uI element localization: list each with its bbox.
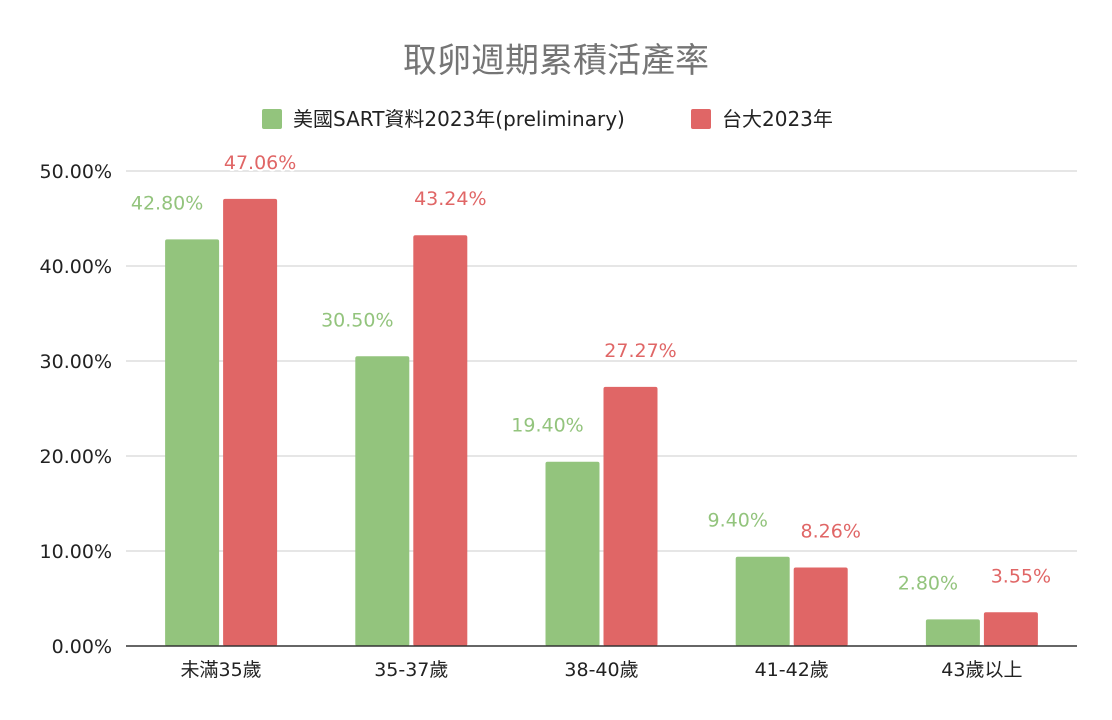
bar-sart [355, 356, 410, 646]
bars [165, 198, 1038, 646]
y-axis: 0.00% 10.00% 20.00% 30.00% 40.00% 50.00% [40, 161, 112, 658]
bar-ntuh [603, 386, 658, 646]
bar-sart [165, 239, 220, 646]
legend-swatch-sart [262, 109, 282, 129]
x-tick-label: 38-40歲 [564, 659, 638, 681]
y-tick-label: 40.00% [40, 256, 112, 278]
data-label-sart: 2.80% [898, 572, 958, 594]
legend-swatch-ntuh [691, 109, 711, 129]
x-axis: 未滿35歲 35-37歲 38-40歲 41-42歲 43歲以上 [126, 645, 1077, 681]
bar-ntuh [223, 198, 278, 646]
data-label-ntuh: 47.06% [224, 152, 296, 174]
data-labels: 42.80% 47.06% 30.50% 43.24% 19.40% 27.27% 9.40… [129, 150, 1053, 596]
legend: 美國SART資料2023年(preliminary) 台大2023年 [262, 107, 833, 131]
bar-sart [735, 556, 790, 646]
y-tick-label: 10.00% [40, 541, 112, 563]
y-tick-label: 50.00% [40, 161, 112, 183]
bar-sart [925, 619, 980, 646]
data-label-ntuh: 3.55% [991, 565, 1051, 587]
x-tick-label: 41-42歲 [755, 659, 829, 681]
bar-ntuh [983, 612, 1038, 646]
legend-label-ntuh: 台大2023年 [722, 107, 833, 131]
data-label-ntuh: 8.26% [801, 521, 861, 543]
legend-label-sart: 美國SART資料2023年(preliminary) [293, 107, 625, 131]
bar-sart [545, 461, 600, 646]
data-label-sart: 19.40% [511, 415, 583, 437]
data-label-ntuh: 27.27% [604, 340, 676, 362]
x-tick-label: 35-37歲 [374, 659, 448, 681]
y-tick-label: 30.00% [40, 351, 112, 373]
bar-ntuh [413, 235, 468, 646]
x-tick-label: 未滿35歲 [181, 659, 262, 681]
chart-title: 取卵週期累積活產率 [403, 41, 709, 81]
data-label-sart: 42.80% [131, 192, 203, 214]
y-tick-label: 0.00% [52, 636, 112, 658]
x-tick-label: 43歲以上 [941, 659, 1022, 681]
bar-ntuh [793, 567, 848, 646]
data-label-sart: 9.40% [708, 510, 768, 532]
y-tick-label: 20.00% [40, 446, 112, 468]
data-label-sart: 30.50% [321, 309, 393, 331]
data-label-ntuh: 43.24% [414, 188, 486, 210]
gridlines [126, 170, 1077, 552]
